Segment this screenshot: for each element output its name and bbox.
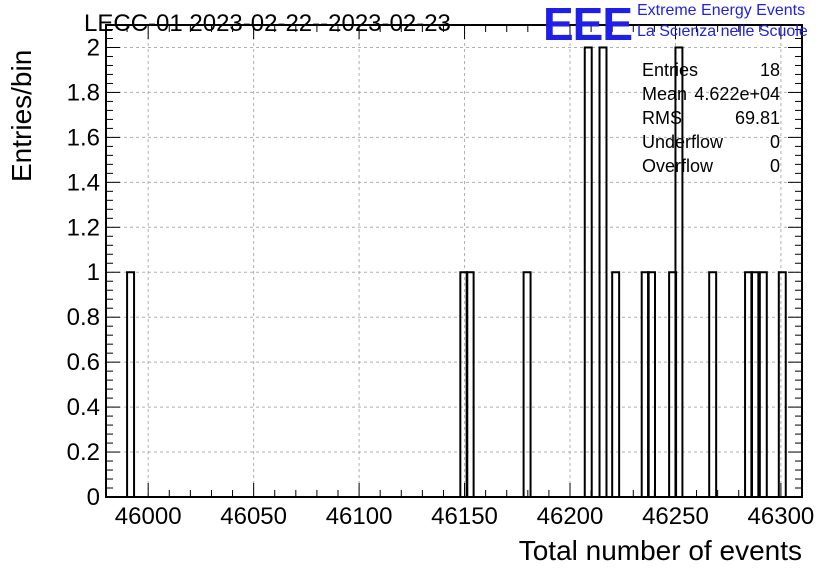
x-axis-title: Total number of events	[518, 535, 802, 566]
logo-line-2: La Scienza nelle Scuole	[637, 23, 808, 40]
x-tick-label: 46300	[748, 503, 815, 530]
stats-box: Entries 18 Mean 4.622e+04 RMS 69.81 Unde…	[642, 60, 780, 180]
chart-title: LECC-01 2023-02-22--2023-02-23	[84, 10, 451, 37]
stat-row-overflow: Overflow 0	[642, 156, 780, 180]
y-axis-title: Entries/bin	[6, 49, 37, 182]
stat-label: RMS	[642, 108, 682, 128]
stat-label: Overflow	[642, 156, 714, 176]
x-tick-label: 46150	[431, 503, 498, 530]
stat-value: 4.622e+04	[694, 84, 780, 104]
stat-value: 0	[769, 156, 780, 176]
histogram-bin	[777, 271, 787, 498]
x-tick-label: 46100	[326, 503, 393, 530]
x-tick-label: 46050	[220, 503, 287, 530]
histogram-bin	[611, 271, 621, 498]
y-tick-label: 0	[87, 484, 100, 511]
x-tick-label: 46000	[115, 503, 182, 530]
x-tick-label: 46250	[642, 503, 709, 530]
y-tick-label: 1.2	[67, 214, 100, 241]
y-tick-label: 1	[87, 259, 100, 286]
stat-value: 18	[759, 60, 780, 80]
histogram-bin	[126, 271, 136, 498]
y-tick-label: 0.4	[67, 394, 100, 421]
stat-row-rms: RMS 69.81	[642, 108, 780, 132]
x-tick-labels: 46000 46050 46100 46150 46200 46250 46300	[115, 503, 814, 530]
y-tick-label: 1.4	[67, 169, 100, 196]
y-tick-label: 0.6	[67, 349, 100, 376]
stat-row-mean: Mean 4.622e+04	[642, 84, 780, 108]
stat-value: 0	[769, 132, 780, 152]
stat-row-entries: Entries 18	[642, 60, 780, 84]
stat-row-underflow: Underflow 0	[642, 132, 780, 156]
y-tick-label: 1.6	[67, 124, 100, 151]
stat-value: 69.81	[734, 108, 780, 128]
y-tick-label: 1.8	[67, 79, 100, 106]
stat-label: Mean	[642, 84, 688, 104]
y-tick-label: 0.2	[67, 439, 100, 466]
grid	[106, 25, 802, 497]
logo-mark: EEE	[543, 0, 633, 50]
stat-label: Entries	[642, 60, 699, 80]
y-tick-label: 0.8	[67, 304, 100, 331]
y-tick-labels: 0 0.2 0.4 0.6 0.8 1 1.2 1.4 1.6 1.8 2	[67, 34, 100, 511]
y-tick-label: 2	[87, 34, 100, 61]
logo-line-1: Extreme Energy Events	[637, 2, 806, 19]
histogram-bin	[758, 271, 768, 498]
plot-frame	[105, 24, 803, 498]
axis-ticks	[105, 25, 803, 498]
stat-label: Underflow	[642, 132, 724, 152]
eee-logo: EEE Extreme Energy Events La Scienza nel…	[543, 0, 833, 50]
x-tick-label: 46200	[537, 503, 604, 530]
histogram-bin	[708, 271, 718, 498]
histogram-bin	[522, 271, 532, 498]
